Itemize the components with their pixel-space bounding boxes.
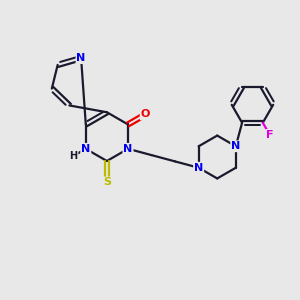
- Text: O: O: [141, 110, 150, 119]
- Text: N: N: [231, 141, 240, 151]
- Text: F: F: [266, 130, 274, 140]
- Text: N: N: [76, 53, 86, 63]
- Text: N: N: [81, 144, 90, 154]
- Text: H: H: [70, 151, 78, 161]
- Text: S: S: [103, 177, 111, 188]
- Text: N: N: [123, 144, 133, 154]
- Text: N: N: [194, 163, 203, 173]
